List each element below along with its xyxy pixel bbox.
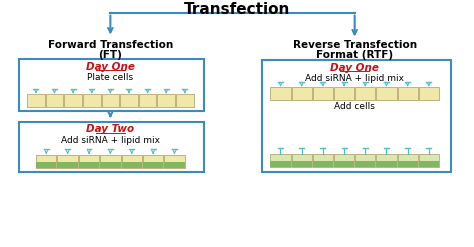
Bar <box>313 154 333 167</box>
Bar <box>100 162 120 168</box>
Bar <box>376 161 397 167</box>
Text: Format (RTF): Format (RTF) <box>316 50 393 61</box>
Bar <box>292 154 312 167</box>
FancyBboxPatch shape <box>18 59 204 111</box>
Bar <box>398 87 418 100</box>
Bar <box>143 155 163 168</box>
Text: Forward Transfection: Forward Transfection <box>48 41 173 50</box>
Bar <box>376 87 397 100</box>
Text: Day One: Day One <box>330 63 379 73</box>
Bar <box>334 154 354 167</box>
Text: (FT): (FT) <box>99 50 122 61</box>
Bar <box>121 155 142 168</box>
Bar <box>121 162 142 168</box>
Bar <box>120 94 138 107</box>
Bar <box>292 87 312 100</box>
Bar <box>100 155 120 168</box>
Bar <box>270 87 291 100</box>
Bar <box>64 94 82 107</box>
FancyBboxPatch shape <box>18 122 204 172</box>
Text: Plate cells: Plate cells <box>87 73 134 82</box>
Bar <box>292 161 312 167</box>
Bar <box>419 87 439 100</box>
Bar <box>164 162 185 168</box>
Bar <box>355 154 375 167</box>
Bar <box>27 94 45 107</box>
Bar <box>398 154 418 167</box>
Bar <box>157 94 175 107</box>
Bar <box>36 155 56 168</box>
Bar <box>176 94 193 107</box>
Bar <box>313 87 333 100</box>
Bar <box>36 162 56 168</box>
Text: Add siRNA + lipid mix: Add siRNA + lipid mix <box>61 136 160 145</box>
Bar <box>83 94 100 107</box>
FancyBboxPatch shape <box>262 60 451 172</box>
Text: Transfection: Transfection <box>184 2 290 17</box>
Text: Reverse Transfection: Reverse Transfection <box>292 41 417 50</box>
Bar <box>398 161 418 167</box>
Bar <box>355 87 375 100</box>
Bar <box>334 87 354 100</box>
Bar <box>139 94 156 107</box>
Bar <box>101 94 119 107</box>
Bar <box>313 161 333 167</box>
Bar <box>79 162 99 168</box>
Bar <box>355 161 375 167</box>
Bar <box>419 161 439 167</box>
Text: Day Two: Day Two <box>86 124 135 135</box>
Bar <box>376 154 397 167</box>
Bar <box>143 162 163 168</box>
Text: Day One: Day One <box>86 62 135 72</box>
Bar <box>46 94 64 107</box>
Bar <box>270 161 291 167</box>
Bar <box>334 161 354 167</box>
Bar <box>79 155 99 168</box>
Bar <box>419 154 439 167</box>
Bar <box>57 155 78 168</box>
Bar <box>270 154 291 167</box>
Bar <box>57 162 78 168</box>
Bar <box>164 155 185 168</box>
Text: Add cells: Add cells <box>334 102 375 111</box>
Text: Add siRNA + lipid mix: Add siRNA + lipid mix <box>305 74 404 83</box>
